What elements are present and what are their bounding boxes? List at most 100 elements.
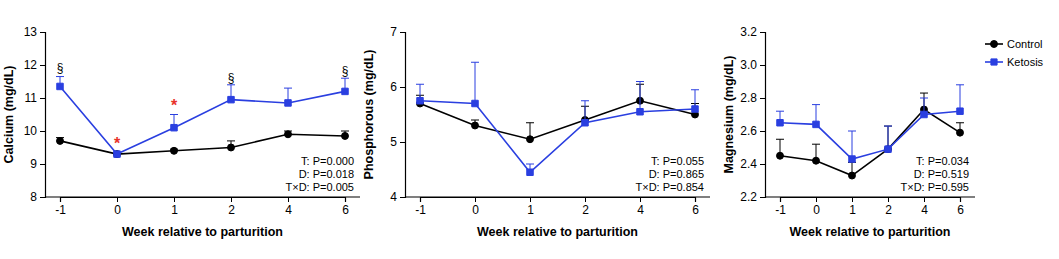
marker: [813, 121, 819, 127]
stats-text: D: P=0.018: [299, 168, 354, 180]
error-bar-cap: [341, 131, 349, 132]
tick-mark: [40, 65, 45, 66]
marker: [171, 124, 177, 130]
marker: [472, 122, 479, 129]
tick: 2.4: [740, 157, 765, 171]
marker: [885, 146, 891, 152]
x-axis: -101246: [55, 197, 349, 217]
tick: 2.6: [740, 124, 765, 138]
marker: [849, 156, 855, 162]
tick: 10: [24, 124, 45, 138]
error-bar-cap: [471, 62, 479, 63]
error-bar-cap: [581, 100, 589, 101]
annotation: §: [228, 71, 235, 85]
tick-mark: [695, 197, 696, 202]
error-bar-cap: [227, 140, 235, 141]
annotation: *: [114, 135, 121, 152]
tick-mark: [400, 142, 405, 143]
error-bar: [471, 62, 479, 103]
axis-line: [781, 198, 961, 203]
tick-mark: [400, 32, 405, 33]
tick: 1: [849, 197, 856, 217]
tick-label: 13: [24, 25, 38, 39]
error-bar-cap: [812, 144, 820, 145]
tick-label: 2: [228, 203, 235, 217]
error-bar-cap: [56, 76, 64, 77]
line: [60, 86, 345, 154]
tick: 4: [637, 197, 644, 217]
tick-mark: [760, 98, 765, 99]
tick: 5: [390, 135, 405, 149]
tick: 6: [957, 197, 964, 217]
legend-item: Ketosis: [985, 56, 1044, 68]
tick-label: 2.6: [740, 124, 757, 138]
tick-label: 6: [342, 203, 349, 217]
error-bar-cap: [636, 81, 644, 82]
tick-mark: [288, 197, 289, 202]
x-axis-title: Week relative to parturition: [477, 225, 638, 239]
marker: [527, 169, 533, 175]
tick-mark: [760, 197, 765, 198]
stats-text: T: P=0.034: [916, 155, 969, 167]
error-bar-cap: [812, 104, 820, 105]
tick-label: 2.4: [740, 157, 757, 171]
plot-area: [56, 77, 349, 158]
marker: [527, 136, 534, 143]
error-bar-cap: [920, 98, 928, 99]
stats-text: D: P=0.865: [649, 168, 704, 180]
error-bar-cap: [416, 84, 424, 85]
stats-text: T: P=0.055: [651, 155, 704, 167]
stats-text: T×D: P=0.005: [286, 181, 355, 193]
tick-mark: [816, 197, 817, 202]
error-bar-cap: [526, 122, 534, 123]
axis-line: [40, 33, 46, 198]
tick-mark: [117, 197, 118, 202]
y-axis: 2.22.42.62.83.03.2: [740, 25, 765, 204]
tick: -1: [415, 197, 426, 217]
series: [56, 77, 349, 158]
tick-mark: [345, 197, 346, 202]
tick-mark: [640, 197, 641, 202]
axis-line: [400, 33, 406, 198]
stats-text: T: P=0.000: [301, 155, 354, 167]
tick: 2.2: [740, 190, 765, 204]
marker: [342, 132, 349, 139]
x-axis: -101246: [775, 197, 964, 217]
tick-mark: [40, 98, 45, 99]
tick-mark: [852, 197, 853, 202]
marker: [921, 111, 927, 117]
tick-label: 4: [921, 203, 928, 217]
tick: 1: [171, 197, 178, 217]
tick-mark: [760, 164, 765, 165]
error-bar-cap: [526, 164, 534, 165]
tick-mark: [40, 32, 45, 33]
tick: 6: [342, 197, 349, 217]
tick: 2: [582, 197, 589, 217]
tick-mark: [40, 197, 45, 198]
tick: -1: [775, 197, 786, 217]
legend-marker: [991, 59, 997, 65]
error-bar-cap: [471, 120, 479, 121]
marker: [57, 83, 63, 89]
tick-label: 1: [527, 203, 534, 217]
tick: 11: [25, 91, 45, 105]
tick: 2: [885, 197, 892, 217]
tick-label: -1: [55, 203, 66, 217]
tick-label: -1: [415, 203, 426, 217]
error-bar: [636, 82, 644, 112]
legend-label: Ketosis: [1007, 56, 1044, 68]
error-bar-stem: [852, 131, 853, 159]
tick: 6: [692, 197, 699, 217]
line: [420, 101, 695, 140]
tick-mark: [174, 197, 175, 202]
tick-label: 12: [24, 58, 38, 72]
figure: 8910111213-101246Week relative to partur…: [0, 0, 1059, 259]
legend-marker: [991, 41, 998, 48]
tick: 4: [390, 190, 405, 204]
tick-label: 5: [390, 135, 397, 149]
annotation: *: [171, 97, 178, 114]
tick-mark: [40, 164, 45, 165]
error-bar: [848, 131, 856, 159]
error-bar-cap: [956, 122, 964, 123]
tick-mark: [60, 197, 61, 202]
